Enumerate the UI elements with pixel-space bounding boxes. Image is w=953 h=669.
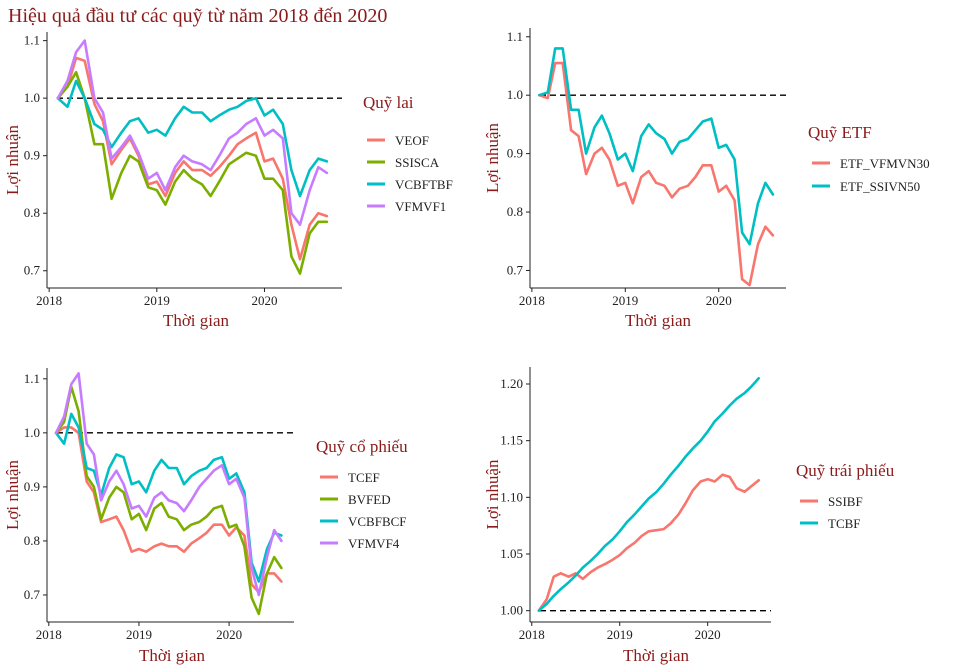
y-tick-label: 0.9 (24, 148, 40, 163)
x-tick-label: 2020 (695, 627, 721, 642)
y-tick-label: 1.20 (500, 376, 523, 391)
x-axis-label: Thời gian (623, 646, 690, 665)
x-tick-label: 2020 (706, 293, 732, 308)
legend: Quỹ cổ phiếu TCEF BVFED VCBFBCF VFMVF4 (316, 437, 408, 551)
chart-panel-2: 0.7 0.8 0.9 1.0 1.1 2018 2019 2020 Thời gian Lợi … (483, 28, 930, 330)
series-line-vcbfbcf (54, 412, 283, 583)
series-line-ssisca (56, 71, 329, 275)
y-tick-label: 1.0 (24, 425, 40, 440)
legend-label: VCBFTBF (395, 177, 453, 192)
y-tick-label: 1.00 (500, 603, 523, 618)
y-tick-label: 1.0 (24, 90, 40, 105)
legend-title: Quỹ ETF (808, 123, 872, 142)
series-line-etf_vfmvn30 (537, 61, 775, 287)
series-line-ssibf (537, 473, 761, 613)
legend-label: VFMVF4 (348, 536, 400, 551)
y-axis-label: Lợi nhuận (3, 460, 22, 530)
y-tick-label: 1.1 (24, 33, 40, 48)
legend-label: ETF_VFMVN30 (840, 156, 930, 171)
y-tick-label: 1.1 (507, 29, 523, 44)
x-axis-label: Thời gian (139, 646, 206, 665)
series-line-vcbftbf (56, 79, 329, 198)
chart-panel-1: 0.7 0.8 0.9 1.0 1.1 2018 2019 2020 Thời gian Lợi … (3, 32, 453, 330)
y-tick-label: 0.8 (24, 533, 40, 548)
x-tick-label: 2019 (126, 627, 152, 642)
y-tick-label: 0.8 (507, 204, 523, 219)
y-tick-label: 0.7 (507, 262, 524, 277)
x-axis-label: Thời gian (625, 311, 692, 330)
main-title: Hiệu quả đầu tư các quỹ từ năm 2018 đến … (8, 5, 387, 27)
series-line-tcbf (537, 376, 761, 613)
legend-title: Quỹ trái phiếu (796, 461, 895, 480)
x-tick-label: 2018 (519, 627, 545, 642)
legend: Quỹ trái phiếu SSIBF TCBF (796, 461, 895, 531)
x-tick-label: 2019 (144, 293, 170, 308)
legend-label: VEOF (395, 133, 429, 148)
x-tick-label: 2020 (216, 627, 242, 642)
chart-panel-3: 0.7 0.8 0.9 1.0 1.1 2018 2019 2020 Thời gian Lợi … (3, 368, 408, 665)
y-tick-label: 0.7 (24, 587, 41, 602)
y-tick-label: 1.10 (500, 489, 523, 504)
legend-label: VCBFBCF (348, 514, 407, 529)
legend-title: Quỹ cổ phiếu (316, 437, 408, 456)
series-line-bvfed (54, 385, 283, 616)
legend-label: SSIBF (828, 494, 863, 509)
x-tick-label: 2018 (519, 293, 545, 308)
x-tick-label: 2019 (612, 293, 638, 308)
series-line-vfmvf1 (56, 39, 329, 226)
y-axis-label: Lợi nhuận (483, 123, 502, 193)
legend-label: BVFED (348, 492, 391, 507)
legend-label: SSISCA (395, 155, 440, 170)
y-tick-label: 1.05 (500, 546, 523, 561)
y-tick-label: 0.7 (24, 263, 41, 278)
legend-label: TCBF (828, 516, 861, 531)
x-tick-label: 2018 (36, 293, 62, 308)
y-axis-label: Lợi nhuận (483, 459, 502, 529)
legend-label: VFMVF1 (395, 199, 446, 214)
series-line-etf_ssivn50 (537, 47, 775, 246)
legend: Quỹ ETF ETF_VFMVN30 ETF_SSIVN50 (808, 123, 930, 194)
chart-panel-4: 1.00 1.05 1.10 1.15 1.20 2018 2019 2020 Thời gia… (483, 367, 895, 665)
x-tick-label: 2018 (36, 627, 62, 642)
y-tick-label: 1.0 (507, 87, 523, 102)
legend-label: ETF_SSIVN50 (840, 179, 920, 194)
series-line-veof (56, 56, 329, 261)
y-tick-label: 1.15 (500, 433, 523, 448)
y-tick-label: 0.9 (507, 146, 523, 161)
y-tick-label: 0.8 (24, 205, 40, 220)
x-tick-label: 2020 (251, 293, 277, 308)
series-line-vfmvf4 (54, 372, 283, 597)
y-axis-label: Lợi nhuận (3, 125, 22, 195)
x-tick-label: 2019 (607, 627, 633, 642)
legend: Quỹ lai VEOF SSISCA VCBFTBF VFMVF1 (363, 93, 453, 214)
x-axis-label: Thời gian (163, 311, 230, 330)
legend-label: TCEF (348, 470, 380, 485)
y-tick-label: 0.9 (24, 479, 40, 494)
y-tick-label: 1.1 (24, 371, 40, 386)
legend-title: Quỹ lai (363, 93, 414, 112)
